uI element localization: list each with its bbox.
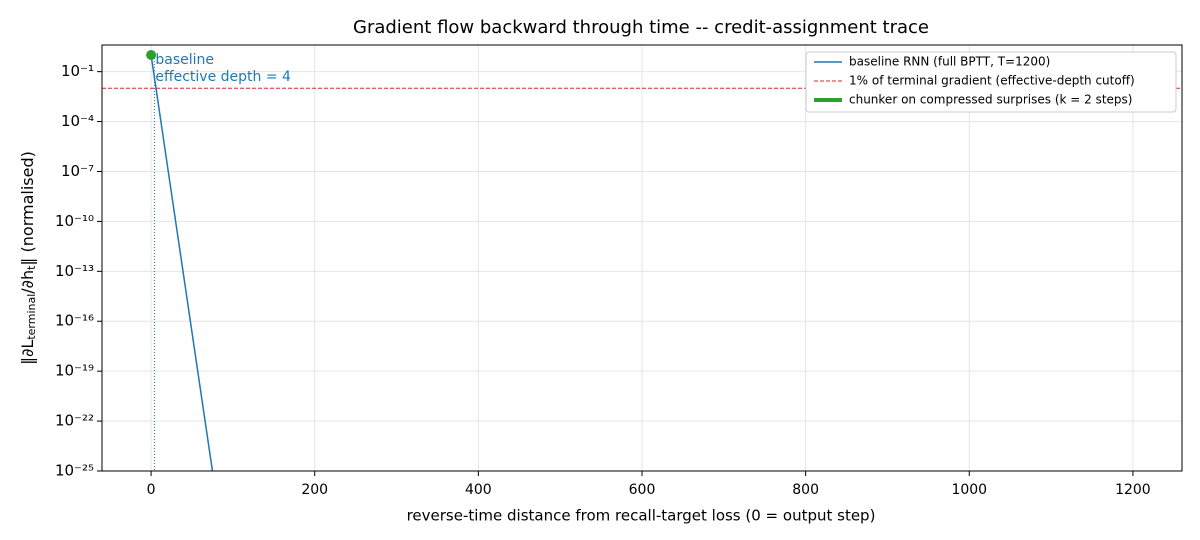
x-tick-label: 1200 [1115, 482, 1151, 498]
x-axis-label: reverse-time distance from recall-target… [407, 507, 876, 525]
y-axis-label-part: t [25, 265, 38, 270]
series-marker [146, 50, 157, 61]
y-axis-label-part: /∂h [18, 270, 37, 294]
y-tick-label: 10⁻²⁵ [55, 462, 94, 480]
y-tick-label: 10⁻¹⁰ [55, 212, 94, 230]
annotation: effective depth = 4 [155, 69, 291, 85]
series-line [150, 54, 214, 472]
plot-frame [101, 44, 1183, 472]
y-axis-label-part: terminal [25, 294, 38, 340]
y-axis-label: ‖∂Lterminal/∂ht‖ (normalised) [18, 151, 39, 365]
x-tick-label: 600 [629, 482, 656, 498]
chart-title: Gradient flow backward through time -- c… [353, 17, 929, 38]
legend-label: baseline RNN (full BPTT, T=1200) [849, 55, 1050, 69]
legend-label: chunker on compressed surprises (k = 2 s… [849, 93, 1132, 107]
x-tick-label: 1000 [951, 482, 987, 498]
legend-box [805, 51, 1177, 113]
y-tick-label: 10⁻¹ [61, 62, 94, 80]
x-tick-label: 0 [147, 482, 156, 498]
x-tick-label: 400 [465, 482, 492, 498]
legend-label: 1% of terminal gradient (effective-depth… [849, 74, 1135, 88]
y-axis-label-part: ‖ (normalised) [18, 151, 37, 265]
y-tick-label: 10⁻¹⁶ [55, 312, 94, 330]
x-tick-label: 200 [301, 482, 328, 498]
y-tick-label: 10⁻⁷ [61, 162, 94, 180]
y-tick-label: 10⁻⁴ [61, 112, 94, 130]
y-axis-label-part: ‖∂L [18, 340, 37, 365]
x-tick-label: 800 [792, 482, 819, 498]
annotation: baseline [155, 52, 214, 68]
y-tick-label: 10⁻²² [55, 412, 94, 430]
y-tick-label: 10⁻¹⁹ [55, 362, 94, 380]
y-tick-label: 10⁻¹³ [55, 262, 94, 280]
